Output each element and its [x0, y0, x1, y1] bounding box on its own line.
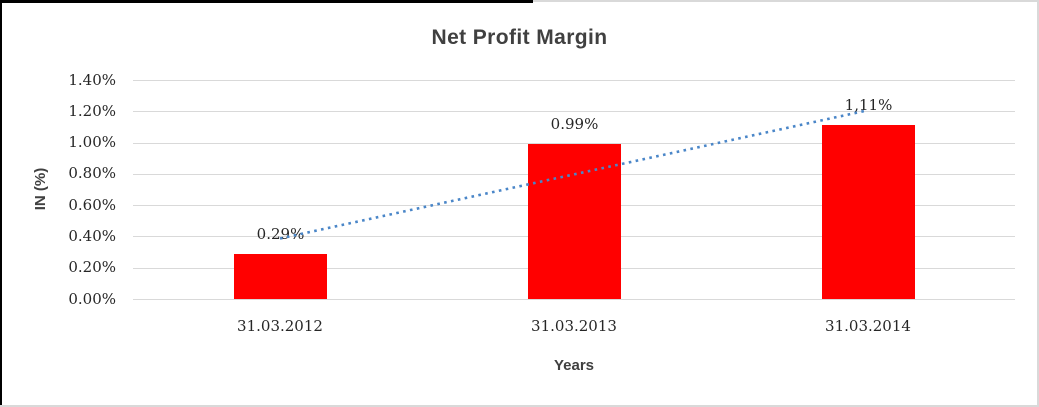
bar [234, 254, 327, 299]
bar-data-label: 0.29% [256, 225, 305, 243]
gridline [133, 111, 1015, 112]
gridline [133, 299, 1015, 300]
right-border [1037, 0, 1039, 407]
left-border [0, 0, 2, 407]
y-axis-tick-label: 0.40% [68, 227, 116, 245]
y-axis-tick-label: 0.80% [68, 164, 116, 182]
x-axis-tick-label: 31.03.2012 [237, 317, 323, 335]
bar [822, 125, 915, 299]
bar-data-label: 1,11% [844, 96, 893, 114]
y-axis-tick-label: 1.40% [68, 71, 116, 89]
y-axis-tick-label: 1.00% [68, 133, 116, 151]
bar [528, 144, 621, 299]
top-border-gray-segment [533, 0, 1039, 2]
bottom-border [0, 405, 1039, 407]
plot-area: 0.29% 0.99% 1,11% [133, 80, 1015, 300]
y-axis-tick-label: 0.60% [68, 196, 116, 214]
top-border-black-segment [0, 0, 533, 3]
x-axis-tick-label: 31.03.2013 [531, 317, 617, 335]
trendline [279, 108, 869, 240]
chart-title: Net Profit Margin [431, 26, 608, 49]
x-axis-title: Years [553, 357, 595, 374]
y-axis-tick-label: 1.20% [68, 102, 116, 120]
x-axis-tick-label: 31.03.2014 [825, 317, 911, 335]
bar-data-label: 0.99% [550, 115, 599, 133]
gridline [133, 143, 1015, 144]
gridline [133, 80, 1015, 81]
y-axis-tick-label: 0.00% [68, 290, 116, 308]
y-axis-tick-label: 0.20% [68, 258, 116, 276]
